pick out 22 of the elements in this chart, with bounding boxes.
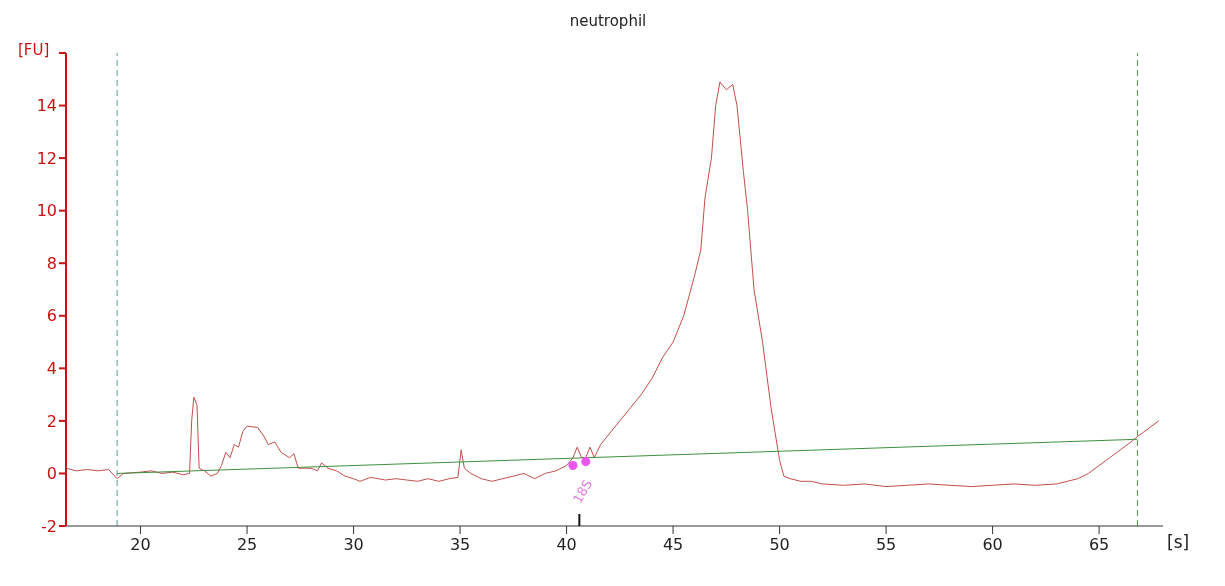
y-tick-label: 2 bbox=[46, 411, 57, 431]
x-tick-label: 50 bbox=[769, 535, 790, 554]
y-axis-title: [FU] bbox=[18, 41, 50, 59]
chart-title: neutrophil bbox=[568, 12, 648, 30]
y-tick-label: -2 bbox=[41, 516, 57, 536]
y-tick-label: 8 bbox=[46, 253, 57, 273]
x-tick-label: 45 bbox=[662, 535, 684, 554]
y-tick-label: 10 bbox=[36, 201, 57, 221]
x-tick-label: 20 bbox=[130, 535, 151, 554]
y-tick-label: 14 bbox=[36, 96, 57, 116]
y-tick-label: 4 bbox=[46, 359, 57, 379]
y-tick-label: 12 bbox=[36, 148, 57, 168]
x-tick-label: 55 bbox=[875, 535, 897, 554]
x-tick-label: 40 bbox=[556, 535, 577, 554]
x-axis-title: [s] bbox=[1167, 532, 1190, 552]
y-tick-label: 6 bbox=[46, 306, 57, 326]
x-tick-label: 60 bbox=[982, 535, 1003, 554]
x-tick-label: 35 bbox=[449, 535, 471, 554]
x-tick-label: 25 bbox=[236, 535, 258, 554]
y-tick-label: 0 bbox=[46, 464, 57, 484]
x-tick-label: 30 bbox=[343, 535, 364, 554]
x-tick-label: 65 bbox=[1088, 535, 1110, 554]
